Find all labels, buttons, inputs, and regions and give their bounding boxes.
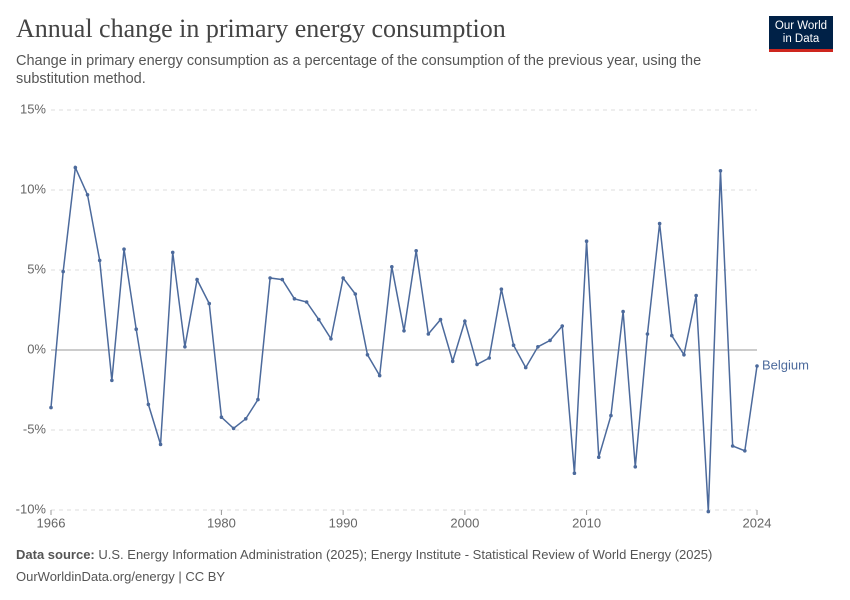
data-point [134,327,139,332]
y-tick-label: 10% [20,181,46,196]
data-point [280,277,285,282]
data-point [682,353,686,357]
source-text: U.S. Energy Information Administration (… [98,547,713,562]
data-point [158,442,163,447]
data-point [755,364,759,368]
data-point [353,292,358,296]
data-point [669,333,674,338]
data-point [463,319,467,324]
data-point [633,465,638,469]
data-point [243,417,248,421]
data-point [377,373,382,378]
data-point [146,402,151,407]
y-tick-label: -10% [16,501,47,516]
data-point [572,471,577,476]
data-point [523,365,528,370]
data-point [390,265,394,269]
y-tick-label: -5% [23,421,47,436]
data-point [304,300,309,304]
data-point [329,337,333,341]
footer: OurWorldinData.org/energy | CC BY [16,569,226,584]
series-label: Belgium [762,357,809,372]
data-point [487,356,492,360]
data-point [49,405,53,410]
data-point [694,293,698,298]
data-point [207,301,212,306]
data-point [548,338,552,343]
data-point [499,287,504,292]
data-point [596,455,601,460]
data-point [61,269,65,274]
data-point [85,193,90,197]
data-point [584,239,589,243]
data-point [110,378,114,383]
data-point [438,317,443,322]
data-point [718,169,723,173]
chart-title: Annual change in primary energy consumpt… [16,14,506,43]
data-point [170,250,175,255]
data-point [292,297,297,301]
data-point [475,362,479,367]
data-point [341,276,345,280]
x-tick-label: 1966 [37,515,66,530]
data-point [365,353,370,357]
x-tick-label: 2010 [572,515,601,530]
data-point [231,426,236,431]
x-tick-label: 1980 [207,515,236,530]
chart-subtitle: Change in primary energy consumption as … [16,53,702,87]
y-tick-label: 5% [27,261,46,276]
data-point [268,276,272,280]
data-point [73,165,78,170]
source-label: Data source: [16,547,95,562]
x-tick-label: 2000 [450,515,479,530]
x-tick-label: 2024 [743,515,772,530]
data-point [645,332,650,336]
series-line [50,164,758,512]
data-point [97,258,102,263]
data-point [256,397,260,402]
data-point [402,329,406,333]
data-point [122,247,126,251]
data-point [609,413,613,418]
data-point [730,444,735,448]
y-tick-label: 0% [27,341,46,356]
data-point [706,509,711,514]
y-tick-label: 15% [20,101,46,116]
data-point [511,343,516,348]
data-point [450,359,455,364]
data-point [183,345,187,349]
data-point [560,324,565,328]
data-point [426,332,431,336]
data-point [657,221,662,226]
logo-line: in Data [782,33,820,45]
data-point [743,449,747,453]
logo-line: Our World [774,20,828,32]
data-point [316,317,321,322]
data-point [219,415,224,420]
data-point [621,309,625,314]
data-point [195,277,199,282]
x-tick-label: 1990 [329,515,358,530]
data-point [414,249,418,253]
data-point [536,345,540,349]
source: Data source: U.S. Energy Information Adm… [16,547,712,562]
logo[interactable]: Our World in Data [769,16,833,52]
